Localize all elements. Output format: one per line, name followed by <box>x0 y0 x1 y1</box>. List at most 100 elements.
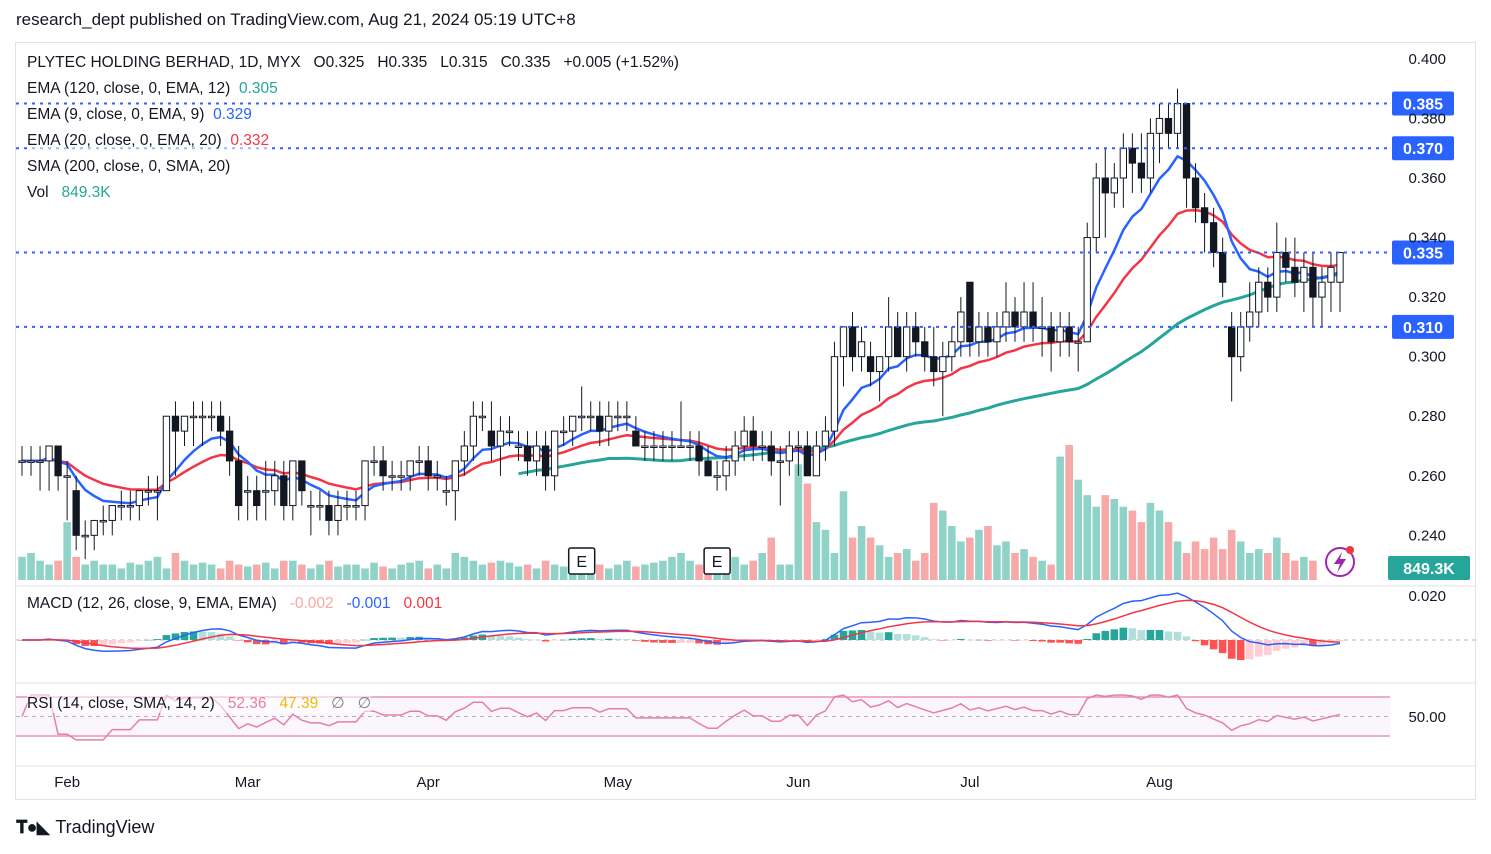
candle-body <box>848 326 857 358</box>
volume-bar <box>487 562 496 580</box>
volume-bar <box>785 564 794 580</box>
candle-body <box>966 281 974 343</box>
volume-bar <box>90 560 99 580</box>
ema9-label: EMA (9, close, 0, EMA, 9) <box>27 106 205 123</box>
volume-bar <box>659 560 667 580</box>
macd-histogram-bar <box>72 640 80 645</box>
macd-histogram-bar <box>207 632 216 640</box>
ema9-legend[interactable]: EMA (9, close, 0, EMA, 9) 0.329 <box>27 106 252 124</box>
macd-histogram-bar <box>289 640 297 643</box>
price-tick-label: 0.320 <box>1408 289 1446 306</box>
footer-brand[interactable]: 𝐓●◣ TradingView <box>16 817 154 838</box>
volume-bar <box>505 562 514 580</box>
macd-histogram-bar <box>1020 640 1028 641</box>
candle-body <box>785 445 793 462</box>
macd-histogram-bar <box>866 631 875 640</box>
macd-histogram-bar <box>929 639 938 640</box>
x-axis-month-label: Jul <box>960 774 979 791</box>
price-tick-label: 0.280 <box>1408 408 1446 425</box>
volume-bar <box>812 522 821 580</box>
price-levels: 0.385 0.370 0.335 0.310 849.3K E E <box>16 91 1470 580</box>
volume-bar <box>966 537 974 580</box>
earnings-marker-label: E <box>712 554 723 571</box>
volume-bar <box>298 564 306 580</box>
candle-body <box>216 415 225 432</box>
macd-label: MACD (12, 26, close, 9, EMA, EMA) <box>27 595 277 612</box>
macd-line <box>22 592 1341 653</box>
macd-legend[interactable]: MACD (12, 26, close, 9, EMA, EMA) -0.002… <box>27 595 443 613</box>
volume-bar <box>442 568 451 580</box>
candle-body <box>388 475 396 478</box>
sma200-legend[interactable]: SMA (200, close, 0, SMA, 20) <box>27 158 231 176</box>
candle-body <box>1273 251 1281 298</box>
candle-body <box>740 430 748 447</box>
volume-bar <box>406 562 414 580</box>
macd-histogram-bar <box>984 640 992 641</box>
x-axis-month-label: Mar <box>235 774 261 791</box>
candle-body <box>659 445 667 448</box>
candle-body <box>731 445 739 462</box>
sma200-label: SMA (200, close, 0, SMA, 20) <box>27 158 231 175</box>
candle-body <box>1237 326 1245 358</box>
macd-histogram-bar <box>713 640 721 645</box>
candle-body <box>704 460 712 477</box>
price-level-label: 0.310 <box>1403 320 1443 337</box>
price-tick-label: 0.360 <box>1408 170 1446 187</box>
volume-bar <box>18 556 26 580</box>
rsi-tick-label: 50.00 <box>1408 709 1446 726</box>
volume-bar <box>1209 537 1218 580</box>
volume-bar <box>1056 456 1064 580</box>
candle-body <box>1282 251 1290 268</box>
macd-histogram-bar <box>830 634 839 640</box>
candle-body <box>126 505 134 508</box>
candle-body <box>1264 281 1272 298</box>
candles <box>18 88 1344 560</box>
macd-histogram-bar <box>1038 640 1046 642</box>
volume-bar <box>1291 560 1299 580</box>
candle-body <box>361 460 369 507</box>
volume-bar <box>984 526 992 580</box>
candle-body <box>1209 222 1218 253</box>
volume-bar <box>352 564 360 580</box>
candle-body <box>550 430 559 477</box>
candle-body <box>162 415 171 492</box>
macd-histogram-bar <box>1002 640 1010 641</box>
moving-average-lines <box>22 154 1341 505</box>
volume-bar <box>126 562 135 580</box>
volume-bar <box>388 568 396 580</box>
ema20-legend[interactable]: EMA (20, close, 0, EMA, 20) 0.332 <box>27 132 270 150</box>
vol-legend[interactable]: Vol 849.3K <box>27 184 111 202</box>
candle-body <box>903 326 911 358</box>
chart-frame[interactable] <box>15 42 1476 800</box>
macd-histogram-bar <box>668 640 676 643</box>
macd-histogram-bar <box>171 633 180 640</box>
macd-histogram-bar <box>334 640 342 644</box>
candle-body <box>993 326 1001 343</box>
macd-histogram-bar <box>722 640 730 644</box>
rsi-value: 52.36 <box>227 695 267 712</box>
macd-histogram-bar <box>1047 640 1055 643</box>
candle-body <box>830 356 839 432</box>
volume-bar <box>1047 564 1055 580</box>
macd-histogram-bar <box>225 636 234 640</box>
macd-histogram-bar <box>397 637 405 640</box>
rsi-legend[interactable]: RSI (14, close, SMA, 14, 2) 52.36 47.39 … <box>27 694 372 713</box>
macd-histogram-bar <box>1227 640 1236 659</box>
x-axis-month-label: Apr <box>417 774 440 791</box>
macd-value: -0.001 <box>346 595 391 612</box>
volume-bar <box>415 560 423 580</box>
volume-bar <box>198 562 207 580</box>
candle-body <box>1020 311 1028 328</box>
candle-body <box>984 326 992 343</box>
candle-body <box>117 505 125 508</box>
ema120-legend[interactable]: EMA (120, close, 0, EMA, 12) 0.305 <box>27 80 278 98</box>
candle-body <box>857 341 866 358</box>
volume-bar <box>731 556 739 580</box>
candle-body <box>1155 117 1164 134</box>
price-tick-label: 0.240 <box>1408 527 1446 544</box>
candle-body <box>90 519 98 536</box>
macd-histogram-bar <box>650 640 658 643</box>
volume-bar <box>975 529 983 580</box>
candle-body <box>776 460 784 463</box>
